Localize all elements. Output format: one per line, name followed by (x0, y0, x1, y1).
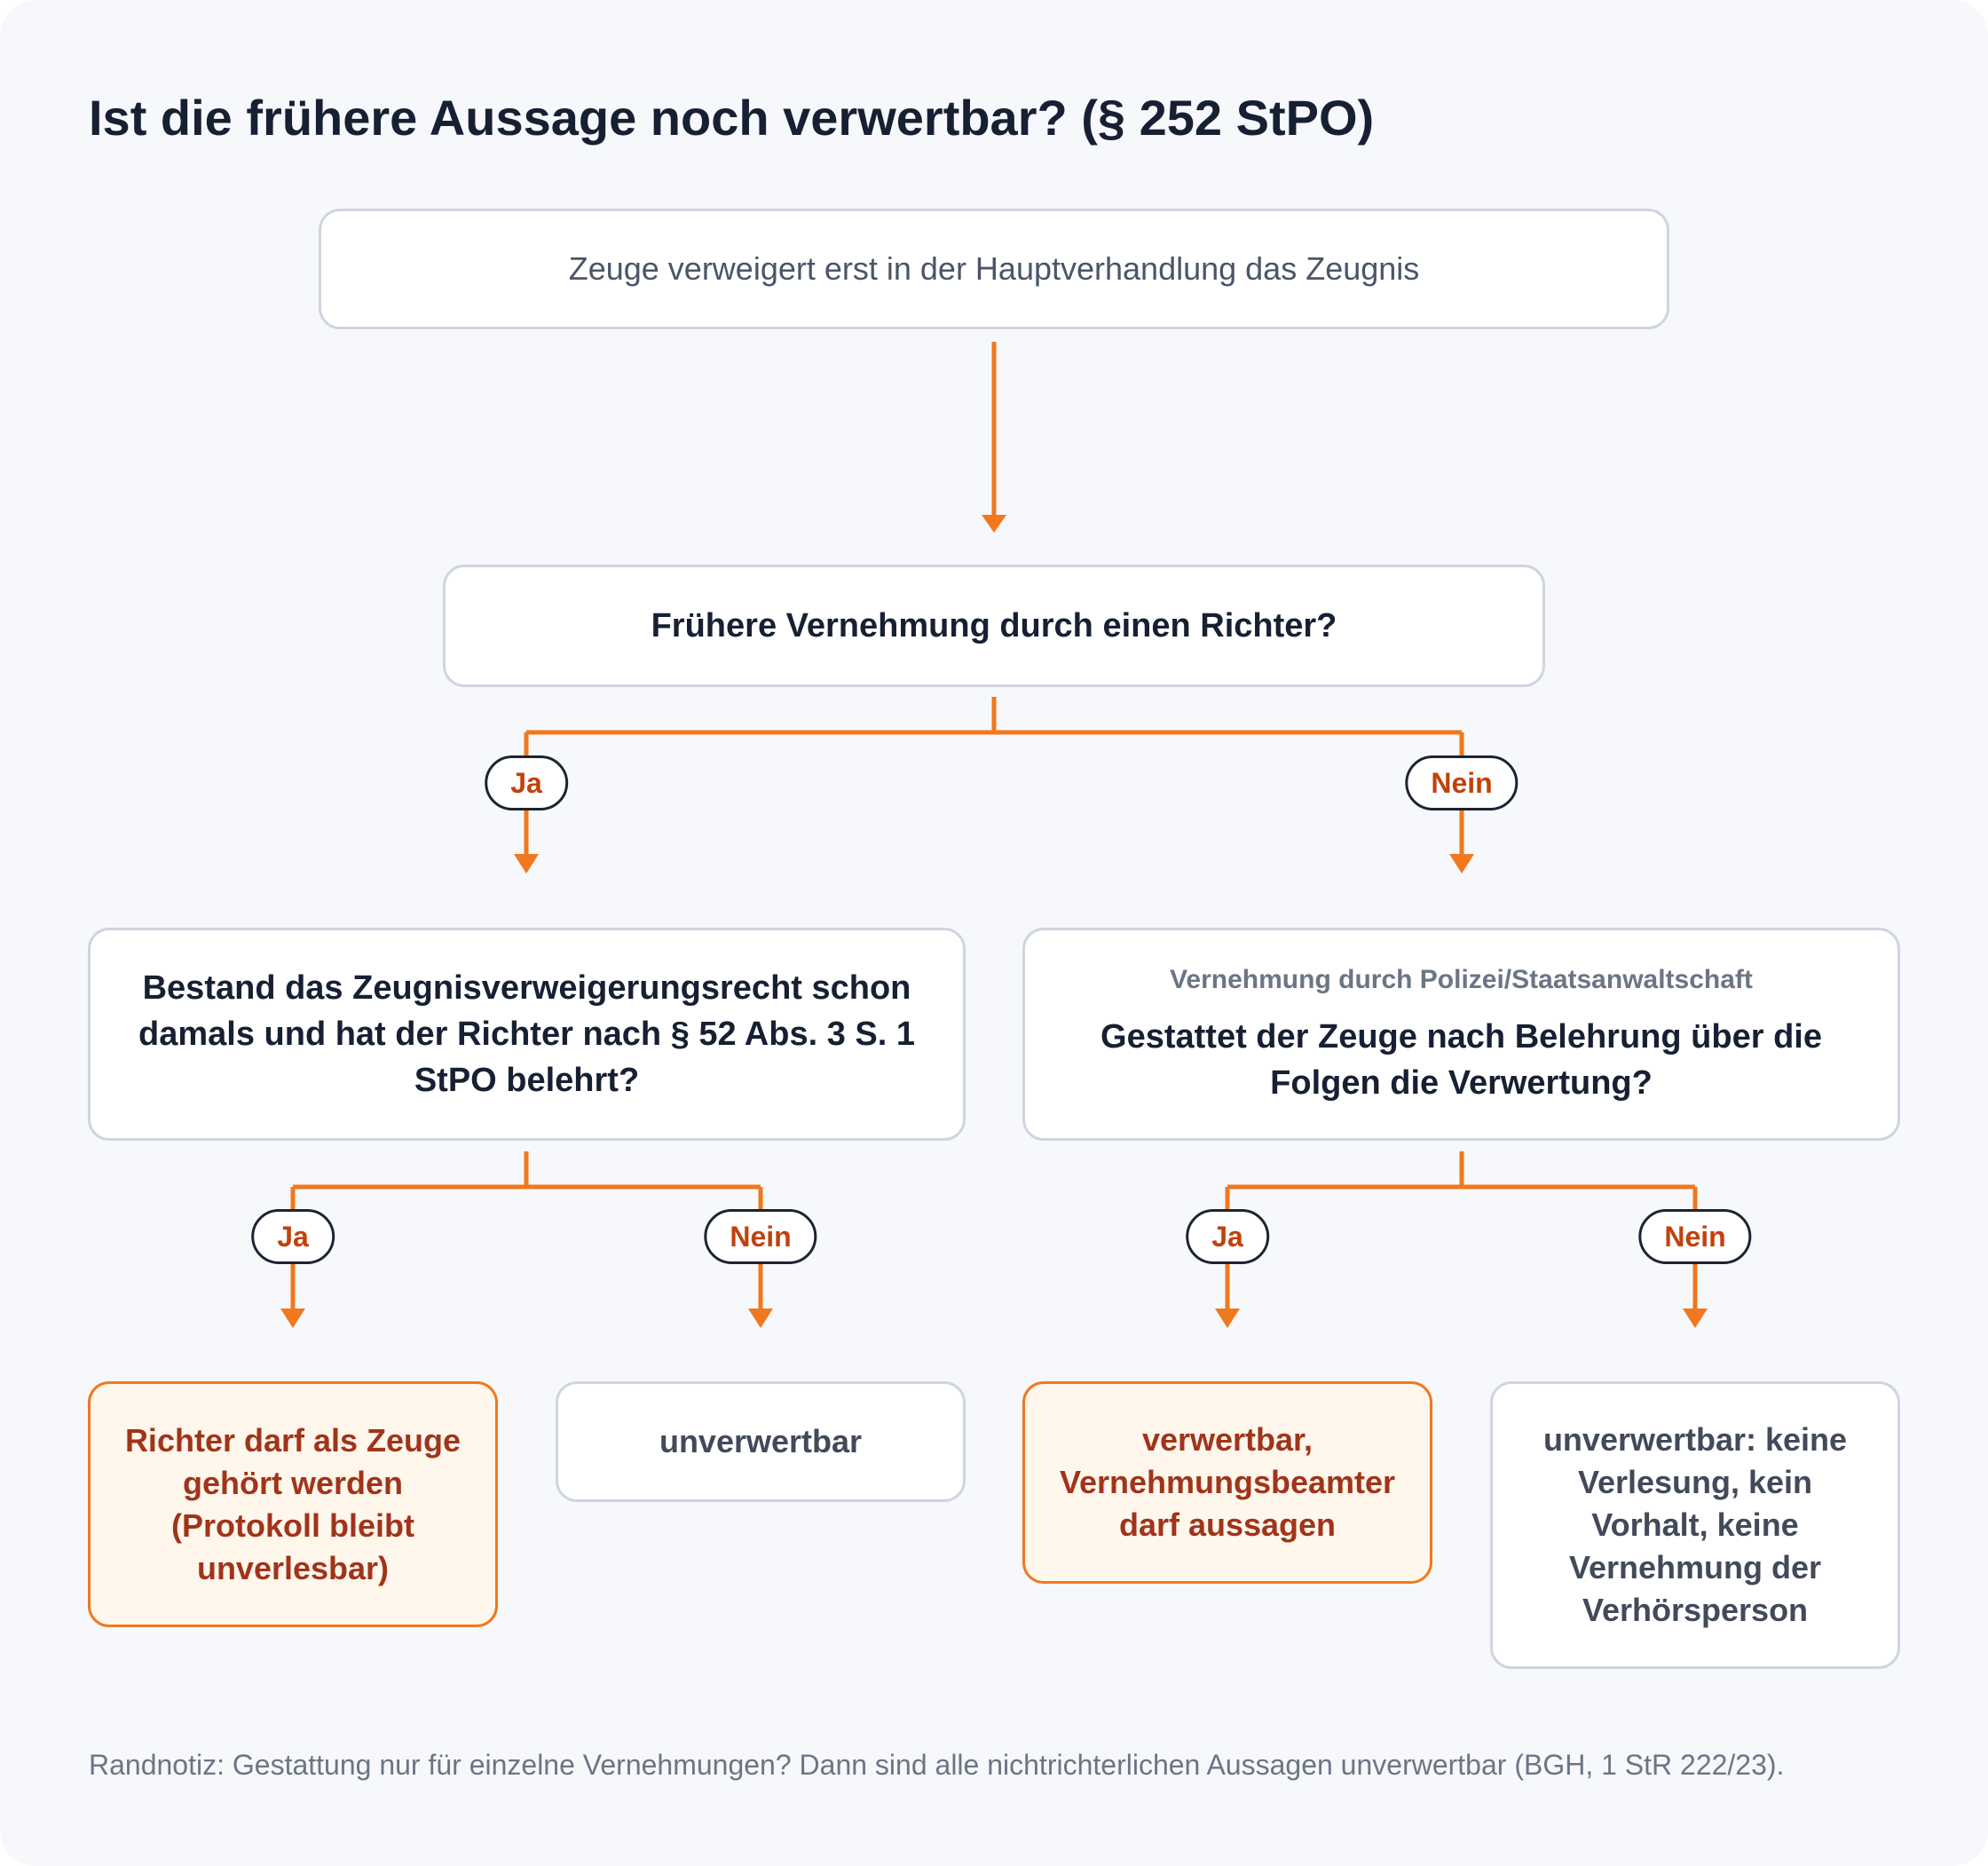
question-belehrt: Bestand das Zeugnisverweigerungsrecht sc… (88, 928, 966, 1141)
result-unverwertbar-full: unverwertbar: keine Verlesung, kein Vorh… (1490, 1381, 1900, 1669)
question-belehrt-label: Bestand das Zeugnisverweigerungsrecht sc… (138, 969, 915, 1099)
label-ja: Ja (251, 1209, 335, 1264)
result-unverwertbar: unverwertbar (556, 1381, 966, 1502)
label-nein: Nein (1638, 1209, 1752, 1264)
question-gestattet-label: Gestattet der Zeuge nach Belehrung über … (1100, 1018, 1822, 1102)
question-richter: Frühere Vernehmung durch einen Richter? (443, 565, 1545, 687)
arrowhead (1683, 1309, 1708, 1328)
result-verwertbar: verwertbar, Vernehmungsbeamter darf auss… (1022, 1381, 1432, 1584)
result-unverwertbar-label: unverwertbar (659, 1423, 863, 1459)
label-ja: Ja (1186, 1209, 1269, 1264)
result-verwertbar-label: verwertbar, Vernehmungsbeamter darf auss… (1059, 1421, 1396, 1543)
arrowhead (514, 854, 539, 874)
label-nein: Nein (1405, 755, 1519, 810)
arrowhead (982, 515, 1006, 533)
start-node-label: Zeuge verweigert erst in der Hauptverhan… (568, 250, 1420, 287)
arrowhead (1215, 1309, 1240, 1328)
question-gestattet-sublabel: Vernehmung durch Polizei/Staatsanwaltsch… (1170, 965, 1753, 994)
side-note: Randnotiz: Gestattung nur für einzelne V… (89, 1749, 1785, 1781)
result-richter-zeuge: Richter darf als Zeuge gehört werden (Pr… (88, 1381, 498, 1627)
result-unverwertbar-full-label: unverwertbar: keine Verlesung, kein Vorh… (1542, 1421, 1848, 1628)
start-node: Zeuge verweigert erst in der Hauptverhan… (319, 209, 1669, 329)
question-richter-label: Frühere Vernehmung durch einen Richter? (651, 607, 1337, 644)
result-richter-zeuge-label: Richter darf als Zeuge gehört werden (Pr… (124, 1421, 462, 1586)
arrowhead (280, 1309, 305, 1328)
question-gestattet: Vernehmung durch Polizei/Staatsanwaltsch… (1022, 928, 1900, 1141)
page-title: Ist die frühere Aussage noch verwertbar?… (89, 90, 1375, 146)
arrowhead (748, 1309, 773, 1328)
arrowhead (1449, 854, 1474, 874)
label-ja: Ja (485, 755, 568, 810)
label-nein: Nein (704, 1209, 817, 1264)
